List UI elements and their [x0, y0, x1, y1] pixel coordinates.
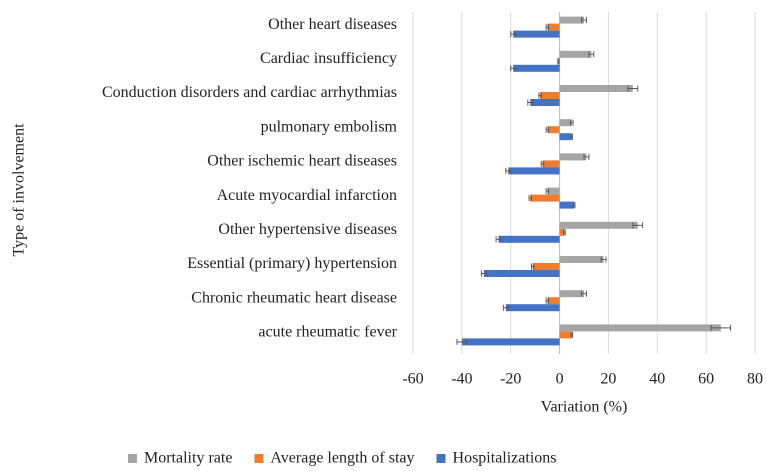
y-tick-label: acute rheumatic fever — [258, 324, 397, 341]
bar — [483, 270, 560, 277]
x-tick-label: 0 — [556, 371, 564, 388]
y-tick-label: Essential (primary) hypertension — [187, 255, 397, 272]
error-bar — [710, 324, 732, 331]
bar — [559, 228, 565, 236]
y-tick-label: Other hypertensive diseases — [218, 221, 397, 238]
error-bar — [588, 51, 595, 58]
bar — [540, 92, 560, 99]
x-tick-label: -60 — [402, 371, 423, 388]
error-bar — [502, 304, 509, 311]
error-bar — [570, 133, 574, 140]
bar — [559, 119, 572, 127]
bar — [559, 85, 633, 92]
legend-swatch — [254, 454, 264, 463]
error-bar — [545, 24, 550, 31]
error-bar — [557, 58, 560, 65]
bar — [559, 201, 575, 209]
x-tick-label: 60 — [698, 371, 714, 388]
error-bar — [570, 331, 574, 338]
x-tick-label: 20 — [600, 371, 616, 388]
legend-label: Hospitalizations — [453, 450, 557, 467]
bar — [559, 50, 592, 58]
legend-swatch — [128, 454, 137, 463]
error-bar — [530, 263, 535, 270]
y-tick-label: pulmonary embolism — [261, 118, 398, 135]
bar — [532, 263, 560, 270]
error-bar — [581, 290, 587, 297]
bar — [547, 297, 560, 305]
error-bar — [570, 119, 574, 126]
bar — [559, 221, 638, 229]
bar — [513, 64, 560, 72]
bar — [547, 23, 560, 31]
error-bar — [545, 297, 550, 304]
x-axis-label: Variation (%) — [541, 399, 628, 416]
legend-swatch — [436, 454, 446, 463]
error-bar — [540, 160, 545, 167]
bar — [542, 160, 560, 168]
bar — [547, 187, 560, 195]
bar — [559, 324, 721, 332]
y-tick-label: Cardiac insufficiency — [260, 50, 397, 67]
bar — [559, 290, 584, 298]
bar — [530, 99, 560, 106]
y-tick-label: Other ischemic heart diseases — [207, 153, 397, 170]
legend-label: Mortality rate — [144, 450, 232, 467]
x-tick-label: 80 — [747, 371, 763, 388]
error-bar — [583, 153, 590, 160]
error-bar — [528, 195, 532, 202]
x-tick-label: 40 — [649, 371, 665, 388]
bar — [530, 194, 560, 202]
error-bar — [510, 31, 517, 38]
y-tick-label: Chronic rheumatic heart disease — [191, 289, 397, 306]
bar — [547, 126, 560, 134]
x-tick-label: -40 — [451, 371, 472, 388]
error-bar — [632, 222, 644, 229]
error-bar — [545, 188, 550, 195]
error-bar — [538, 92, 542, 99]
error-bar — [510, 65, 517, 72]
error-bar — [527, 99, 534, 106]
bar — [513, 30, 560, 38]
bar — [559, 16, 584, 24]
x-tick-label: -20 — [500, 371, 521, 388]
error-bar — [572, 202, 576, 209]
bar — [498, 235, 560, 243]
error-bar — [480, 270, 487, 277]
y-tick-label: Other heart diseases — [268, 16, 397, 33]
error-bar — [545, 126, 550, 133]
bar — [559, 256, 604, 263]
error-bar — [581, 17, 587, 24]
bar — [508, 167, 560, 175]
error-bar — [627, 85, 639, 92]
bar — [559, 331, 572, 339]
error-bar — [495, 236, 502, 243]
bar — [505, 304, 560, 312]
error-bar — [563, 229, 566, 236]
error-bar — [456, 338, 468, 345]
y-tick-label: Acute myocardial infarction — [217, 187, 397, 204]
legend-label: Average length of stay — [270, 450, 414, 467]
bar — [461, 338, 560, 346]
bar — [559, 133, 572, 141]
error-bar — [600, 256, 607, 263]
error-bar — [505, 167, 512, 174]
y-axis-label: Type of involvement — [11, 123, 28, 257]
bar — [559, 153, 587, 161]
y-tick-label: Conduction disorders and cardiac arrhyth… — [102, 84, 397, 101]
